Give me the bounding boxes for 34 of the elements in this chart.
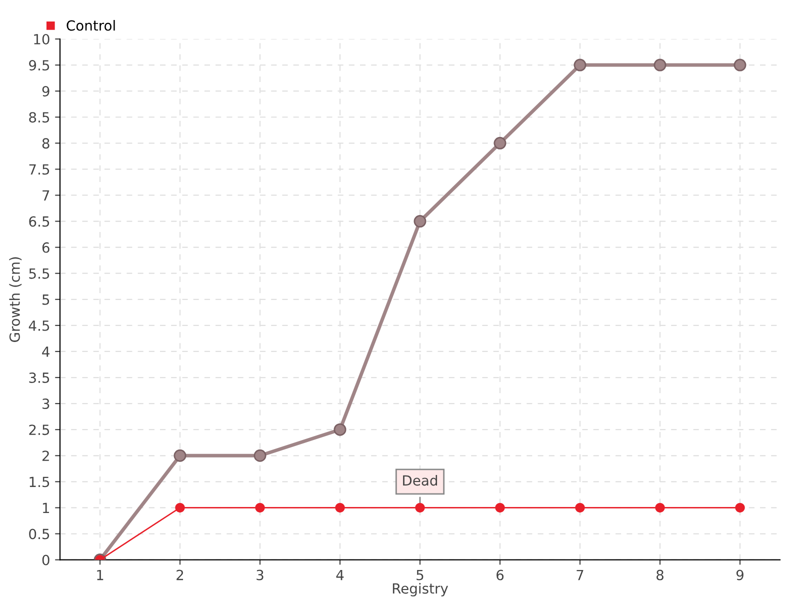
y-tick-label: 3.5 [29, 372, 50, 383]
y-tick-label: 6 [42, 242, 50, 253]
y-tick-label: 5.5 [29, 268, 50, 279]
y-tick-label: 2 [42, 450, 49, 461]
y-tick-label: 0 [42, 554, 50, 566]
annotation: Dead [403, 474, 438, 486]
x-axis-title: Registry [392, 582, 448, 596]
y-tick-label: 9 [42, 86, 50, 97]
y-tick-label: 4 [42, 346, 50, 357]
x-tick-label: 9 [736, 570, 744, 580]
x-tick-label: 7 [576, 570, 584, 580]
y-tick-label: 4.5 [28, 320, 50, 331]
y-tick-label: 3 [42, 398, 50, 410]
y-tick-label: 1.5 [30, 476, 50, 488]
x-tick-label: 4 [336, 570, 344, 580]
y-tick-label: 5 [42, 294, 50, 305]
y-tick-label: 8.5 [29, 112, 50, 123]
x-tick-label: 2 [176, 570, 184, 580]
x-tick-label: 6 [496, 570, 504, 580]
y-tick-label: 1 [42, 502, 49, 513]
x-tick-label: 5 [416, 570, 424, 580]
x-tick-label: 3 [256, 570, 264, 580]
x-tick-label: 1 [97, 570, 104, 580]
y-tick-label: 0.5 [29, 528, 50, 540]
y-tick-label: 6.5 [29, 216, 50, 227]
y-tick-label: 7 [42, 190, 50, 201]
x-tick-label: 8 [656, 570, 664, 580]
y-axis-title: Growth (cm) [9, 257, 22, 342]
y-tick-label: 10 [34, 34, 50, 44]
y-tick-label: 8 [42, 138, 50, 149]
y-tick-label: 7.5 [29, 164, 50, 175]
legend-label: Control [66, 20, 115, 31]
y-tick-label: 2.5 [29, 424, 50, 436]
y-tick-label: 9.5 [29, 60, 50, 71]
